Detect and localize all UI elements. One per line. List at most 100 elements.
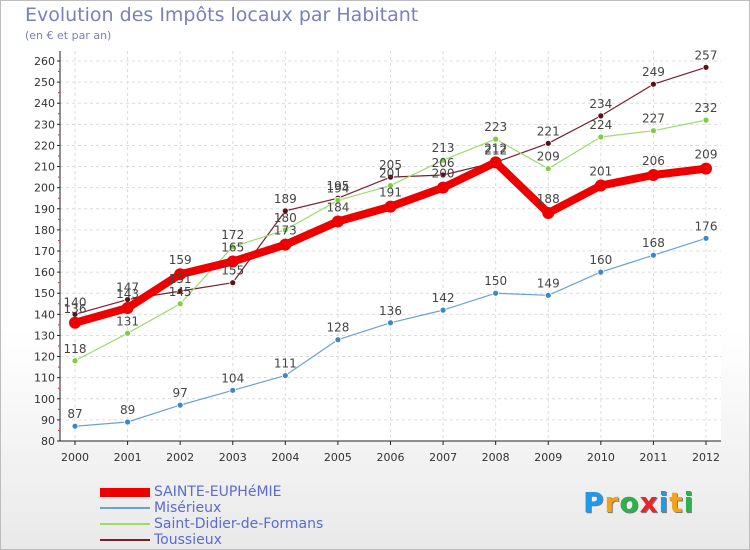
y-tick-label: 230 — [34, 118, 55, 131]
data-point — [597, 268, 605, 276]
data-label: 249 — [642, 65, 665, 79]
data-label: 212 — [484, 143, 507, 157]
data-point — [121, 302, 134, 314]
data-label: 212 — [484, 141, 507, 155]
data-label: 89 — [120, 403, 135, 417]
data-point — [700, 162, 712, 175]
x-tick-label: 2009 — [534, 451, 562, 464]
legend-label: Toussieux — [154, 532, 222, 548]
y-tick-label: 180 — [34, 224, 55, 237]
logo-letter: i — [683, 486, 695, 519]
data-label: 189 — [274, 192, 297, 206]
data-label: 160 — [589, 253, 612, 267]
logo-letter: t — [669, 486, 684, 519]
data-label: 188 — [537, 192, 560, 206]
data-label: 209 — [537, 150, 560, 164]
data-label: 232 — [695, 101, 718, 115]
data-label: 206 — [642, 154, 665, 168]
x-tick-label: 2000 — [61, 451, 89, 464]
data-point — [71, 422, 79, 430]
data-point — [702, 63, 710, 71]
data-point — [544, 165, 552, 173]
y-tick-label: 140 — [34, 308, 55, 321]
data-label: 97 — [173, 386, 188, 400]
data-label: 159 — [169, 253, 192, 267]
data-label: 165 — [221, 241, 244, 255]
y-tick-label: 130 — [34, 329, 55, 342]
x-tick-label: 2007 — [429, 451, 457, 464]
x-tick-label: 2011 — [639, 451, 667, 464]
y-tick-label: 220 — [34, 139, 55, 152]
logo-letter: i — [658, 486, 670, 519]
x-tick-label: 2001 — [114, 451, 142, 464]
data-label: 149 — [537, 276, 560, 290]
data-label: 201 — [379, 167, 402, 181]
data-label: 145 — [169, 285, 192, 299]
data-label: 140 — [64, 295, 87, 309]
x-tick-label: 2002 — [166, 451, 194, 464]
data-label: 142 — [432, 291, 455, 305]
data-label: 184 — [326, 200, 349, 214]
data-point — [489, 156, 502, 169]
data-label: 150 — [484, 274, 507, 288]
chart-title: Evolution des Impôts locaux par Habitant — [25, 4, 419, 26]
data-label: 223 — [484, 120, 507, 134]
data-label: 173 — [274, 224, 297, 238]
x-tick-label: 2012 — [692, 451, 720, 464]
data-point — [650, 127, 657, 135]
data-label: 257 — [695, 48, 718, 62]
y-tick-label: 160 — [34, 266, 55, 279]
logo-letter: x — [639, 486, 659, 519]
proxiti-logo: Proxiti — [583, 486, 694, 519]
data-point — [334, 196, 342, 204]
data-point — [439, 306, 447, 314]
data-label: 221 — [537, 124, 560, 138]
data-point — [229, 386, 237, 394]
legend-swatch — [100, 507, 150, 509]
data-label: 172 — [221, 228, 244, 242]
x-tick-label: 2010 — [587, 451, 615, 464]
data-point — [647, 169, 660, 181]
data-label: 194 — [326, 181, 349, 195]
data-label: 206 — [432, 156, 455, 170]
data-label: 151 — [169, 272, 192, 286]
data-label: 195 — [326, 179, 349, 193]
line-chart: 8090100110120130140150160170180190200210… — [34, 48, 721, 464]
data-label: 155 — [221, 264, 244, 278]
data-point — [331, 215, 344, 228]
y-tick-label: 250 — [34, 76, 55, 89]
data-point — [544, 291, 552, 299]
data-label: 104 — [221, 371, 244, 385]
legend-label: Misérieux — [154, 500, 222, 516]
data-point — [174, 268, 187, 281]
data-point — [334, 336, 342, 344]
data-point — [702, 116, 710, 124]
data-point — [71, 357, 79, 365]
data-label: 136 — [64, 302, 87, 316]
y-tick-label: 90 — [41, 414, 55, 427]
data-point — [176, 300, 184, 308]
data-label: 136 — [379, 304, 402, 318]
x-tick-label: 2005 — [324, 451, 352, 464]
logo-letter: o — [619, 486, 640, 519]
data-point — [542, 207, 555, 219]
legend-swatch — [100, 539, 150, 541]
data-label: 168 — [642, 236, 665, 250]
chart-subtitle: (en € et par an) — [25, 29, 112, 42]
data-point — [281, 226, 289, 234]
data-point — [229, 243, 237, 251]
y-tick-label: 110 — [34, 372, 55, 385]
data-label: 201 — [589, 165, 612, 179]
data-label: 111 — [274, 357, 297, 371]
data-point — [650, 251, 657, 259]
data-point — [387, 173, 394, 181]
data-label: 87 — [67, 407, 82, 421]
x-tick-label: 2008 — [482, 451, 510, 464]
legend-swatch — [100, 487, 150, 497]
data-point — [492, 135, 500, 143]
data-point — [597, 112, 605, 120]
data-point — [594, 179, 607, 192]
data-label: 131 — [116, 314, 139, 328]
data-label: 118 — [64, 342, 87, 356]
x-tick-label: 2006 — [377, 451, 405, 464]
